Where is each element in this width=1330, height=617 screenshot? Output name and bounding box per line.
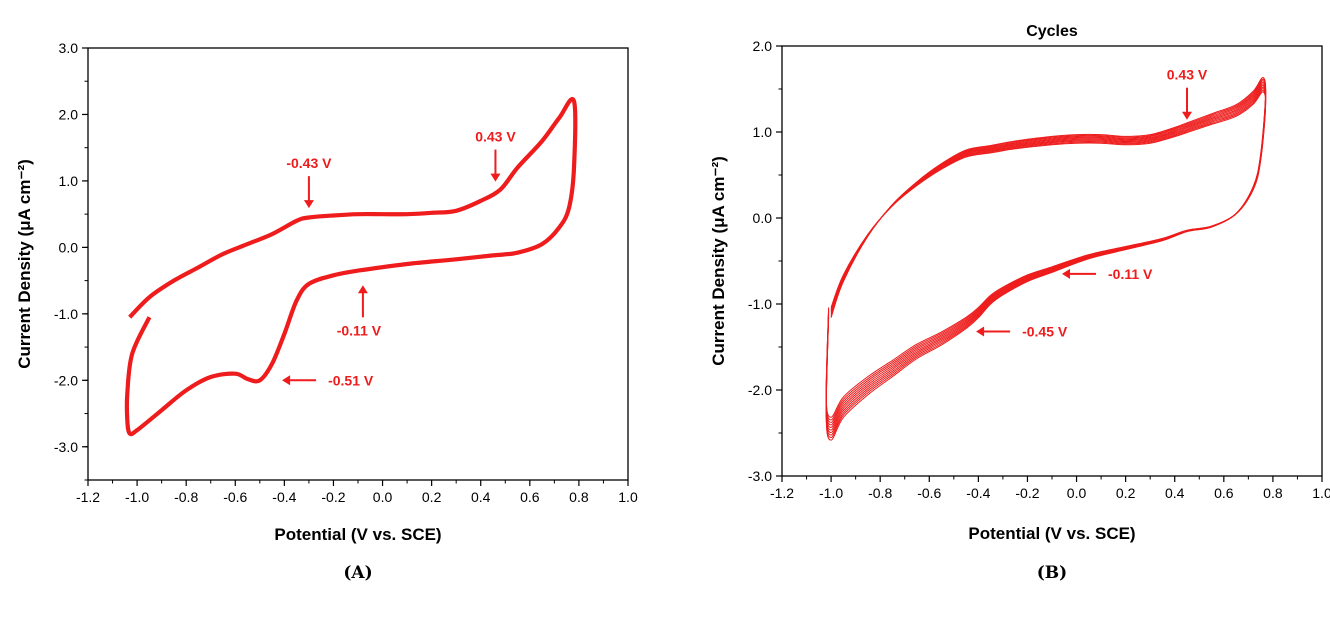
- y-tick-label: -3.0: [748, 468, 772, 484]
- x-tick-label: -0.6: [223, 489, 247, 505]
- y-tick-label: -1.0: [748, 296, 772, 312]
- x-tick-label: 1.0: [1312, 485, 1330, 501]
- series-line-cycle-10: [825, 91, 1267, 418]
- panel-caption: (B): [1037, 563, 1067, 583]
- x-tick-label: 0.8: [1263, 485, 1283, 501]
- series-line-cycle-5: [825, 83, 1267, 431]
- annotation: -0.11 V: [337, 285, 382, 338]
- chart-0: -1.2 -1.0 -0.8 -0.6 -0.4 -0.2 0.0 0.2 0.4 0.6 0.8 1…: [15, 40, 638, 583]
- y-tick-label: -2.0: [748, 382, 772, 398]
- x-axis-label: Potential (V vs. SCE): [274, 525, 441, 544]
- x-tick-label: -0.2: [321, 489, 345, 505]
- series-line: [124, 97, 578, 437]
- x-tick-label: 0.0: [373, 489, 393, 505]
- x-axis-label: Potential (V vs. SCE): [968, 524, 1135, 543]
- y-tick-label: 0.0: [59, 239, 79, 255]
- annotation-label: -0.11 V: [1108, 266, 1153, 282]
- series-line-cycle-1: [825, 77, 1267, 441]
- annotation-arrow-head: [282, 375, 291, 386]
- annotation-arrow-head: [1062, 268, 1070, 279]
- annotation: 0.43 V: [475, 129, 516, 182]
- y-tick-label: -3.0: [54, 439, 78, 455]
- y-tick-label: 3.0: [59, 40, 79, 56]
- x-tick-label: 0.2: [1116, 485, 1136, 501]
- x-tick-label: -0.8: [174, 489, 198, 505]
- annotation-label: -0.11 V: [337, 322, 382, 338]
- chart-title: Cycles: [1026, 23, 1078, 40]
- x-tick-label: -1.2: [76, 489, 100, 505]
- y-axis-label: Current Density (μA cm⁻²): [709, 156, 728, 366]
- annotation-arrow-head: [490, 173, 501, 182]
- y-tick-label: -1.0: [54, 306, 78, 322]
- x-tick-label: 0.4: [471, 489, 491, 505]
- x-tick-label: 0.2: [422, 489, 442, 505]
- y-axis-label: Current Density (μA cm⁻²): [15, 159, 34, 369]
- annotation: -0.51 V: [282, 372, 374, 388]
- y-tick-label: 2.0: [59, 106, 79, 122]
- y-tick-label: -2.0: [54, 372, 78, 388]
- x-tick-label: -0.4: [272, 489, 296, 505]
- series-line-cycle-3: [825, 80, 1267, 436]
- x-tick-label: -0.8: [868, 485, 892, 501]
- y-tick-label: 1.0: [753, 124, 773, 140]
- panel-caption: (A): [343, 563, 372, 583]
- annotation: -0.43 V: [286, 155, 332, 209]
- y-tick-label: 1.0: [59, 173, 79, 189]
- x-tick-label: -0.2: [1015, 485, 1039, 501]
- annotation-arrow-head: [303, 200, 314, 209]
- annotation-label: -0.43 V: [286, 155, 332, 171]
- annotation-label: 0.43 V: [475, 129, 516, 145]
- x-tick-label: -0.6: [917, 485, 941, 501]
- x-tick-label: -1.0: [125, 489, 149, 505]
- x-tick-label: 0.4: [1165, 485, 1185, 501]
- x-tick-label: 0.6: [520, 489, 540, 505]
- annotation: -0.45 V: [976, 324, 1068, 340]
- series-line-cycle-2: [825, 78, 1267, 439]
- chart-1: -1.2 -1.0 -0.8 -0.6 -0.4 -0.2 0.0 0.2 0.4 0.6 0.8 1…: [709, 23, 1330, 583]
- annotation-arrow-head: [1182, 111, 1192, 120]
- y-tick-label: 2.0: [753, 38, 773, 54]
- plot-frame: [87, 47, 629, 481]
- annotation-label: -0.51 V: [328, 372, 374, 388]
- annotation: 0.43 V: [1167, 67, 1208, 120]
- x-tick-label: 1.0: [618, 489, 638, 505]
- x-tick-label: -1.2: [770, 485, 794, 501]
- annotation-label: 0.43 V: [1167, 67, 1208, 83]
- x-tick-label: -1.0: [819, 485, 843, 501]
- annotation-arrow-head: [976, 326, 985, 337]
- annotation-label: -0.45 V: [1022, 324, 1068, 340]
- x-tick-label: 0.8: [569, 489, 589, 505]
- x-tick-label: -0.4: [966, 485, 990, 501]
- series-line-cycle-4: [825, 81, 1267, 434]
- x-tick-label: 0.6: [1214, 485, 1234, 501]
- x-tick-label: 0.0: [1067, 485, 1087, 501]
- annotation-arrow-head: [357, 285, 368, 294]
- annotation: -0.11 V: [1062, 266, 1153, 282]
- y-tick-label: 0.0: [753, 210, 773, 226]
